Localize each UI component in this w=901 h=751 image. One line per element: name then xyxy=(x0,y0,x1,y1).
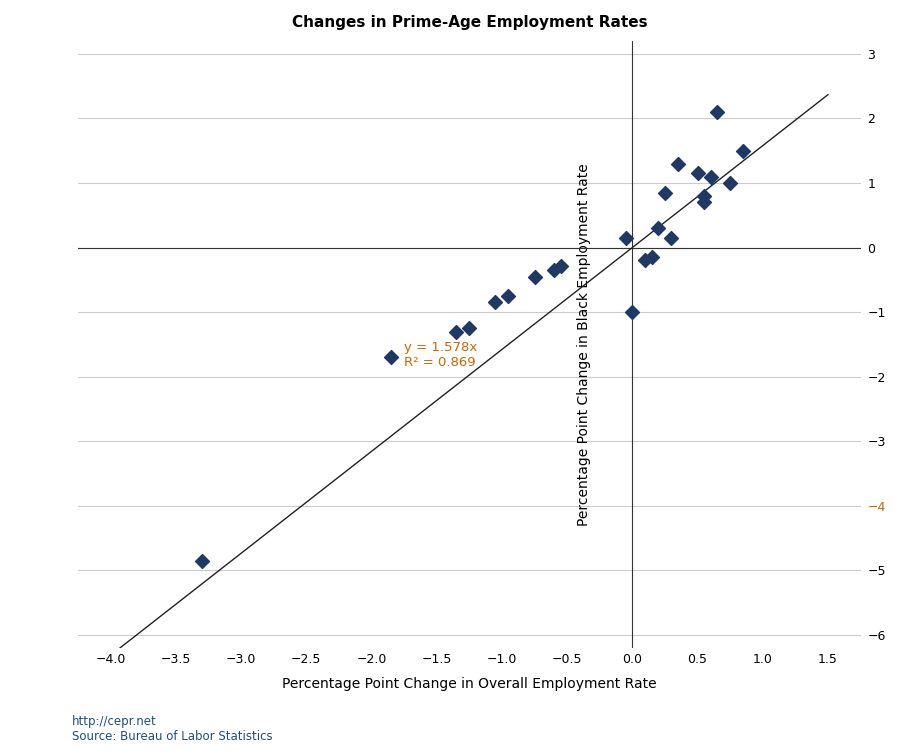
Text: http://cepr.net
Source: Bureau of Labor Statistics: http://cepr.net Source: Bureau of Labor … xyxy=(72,716,273,743)
Point xyxy=(462,322,477,334)
Point xyxy=(384,351,398,363)
Point xyxy=(195,555,209,567)
Point xyxy=(658,187,672,199)
Point xyxy=(664,232,678,244)
Point xyxy=(488,297,503,309)
Title: Changes in Prime-Age Employment Rates: Changes in Prime-Age Employment Rates xyxy=(292,15,647,30)
Point xyxy=(670,158,685,170)
Point xyxy=(625,306,640,318)
Point xyxy=(547,264,561,276)
Point xyxy=(696,190,711,202)
Point xyxy=(651,222,666,234)
Point xyxy=(449,325,463,337)
Point xyxy=(527,270,542,282)
Point xyxy=(638,255,652,267)
Point xyxy=(501,290,515,302)
Text: y = 1.578x
R² = 0.869: y = 1.578x R² = 0.869 xyxy=(405,341,478,369)
Point xyxy=(690,167,705,179)
Y-axis label: Percentage Point Change in Black Employment Rate: Percentage Point Change in Black Employm… xyxy=(577,163,591,526)
Point xyxy=(723,177,737,189)
Point xyxy=(704,170,718,182)
Point xyxy=(619,232,633,244)
Point xyxy=(710,106,724,118)
Point xyxy=(553,260,568,272)
X-axis label: Percentage Point Change in Overall Employment Rate: Percentage Point Change in Overall Emplo… xyxy=(282,677,657,691)
Point xyxy=(736,145,751,157)
Point xyxy=(696,196,711,208)
Point xyxy=(645,252,660,264)
